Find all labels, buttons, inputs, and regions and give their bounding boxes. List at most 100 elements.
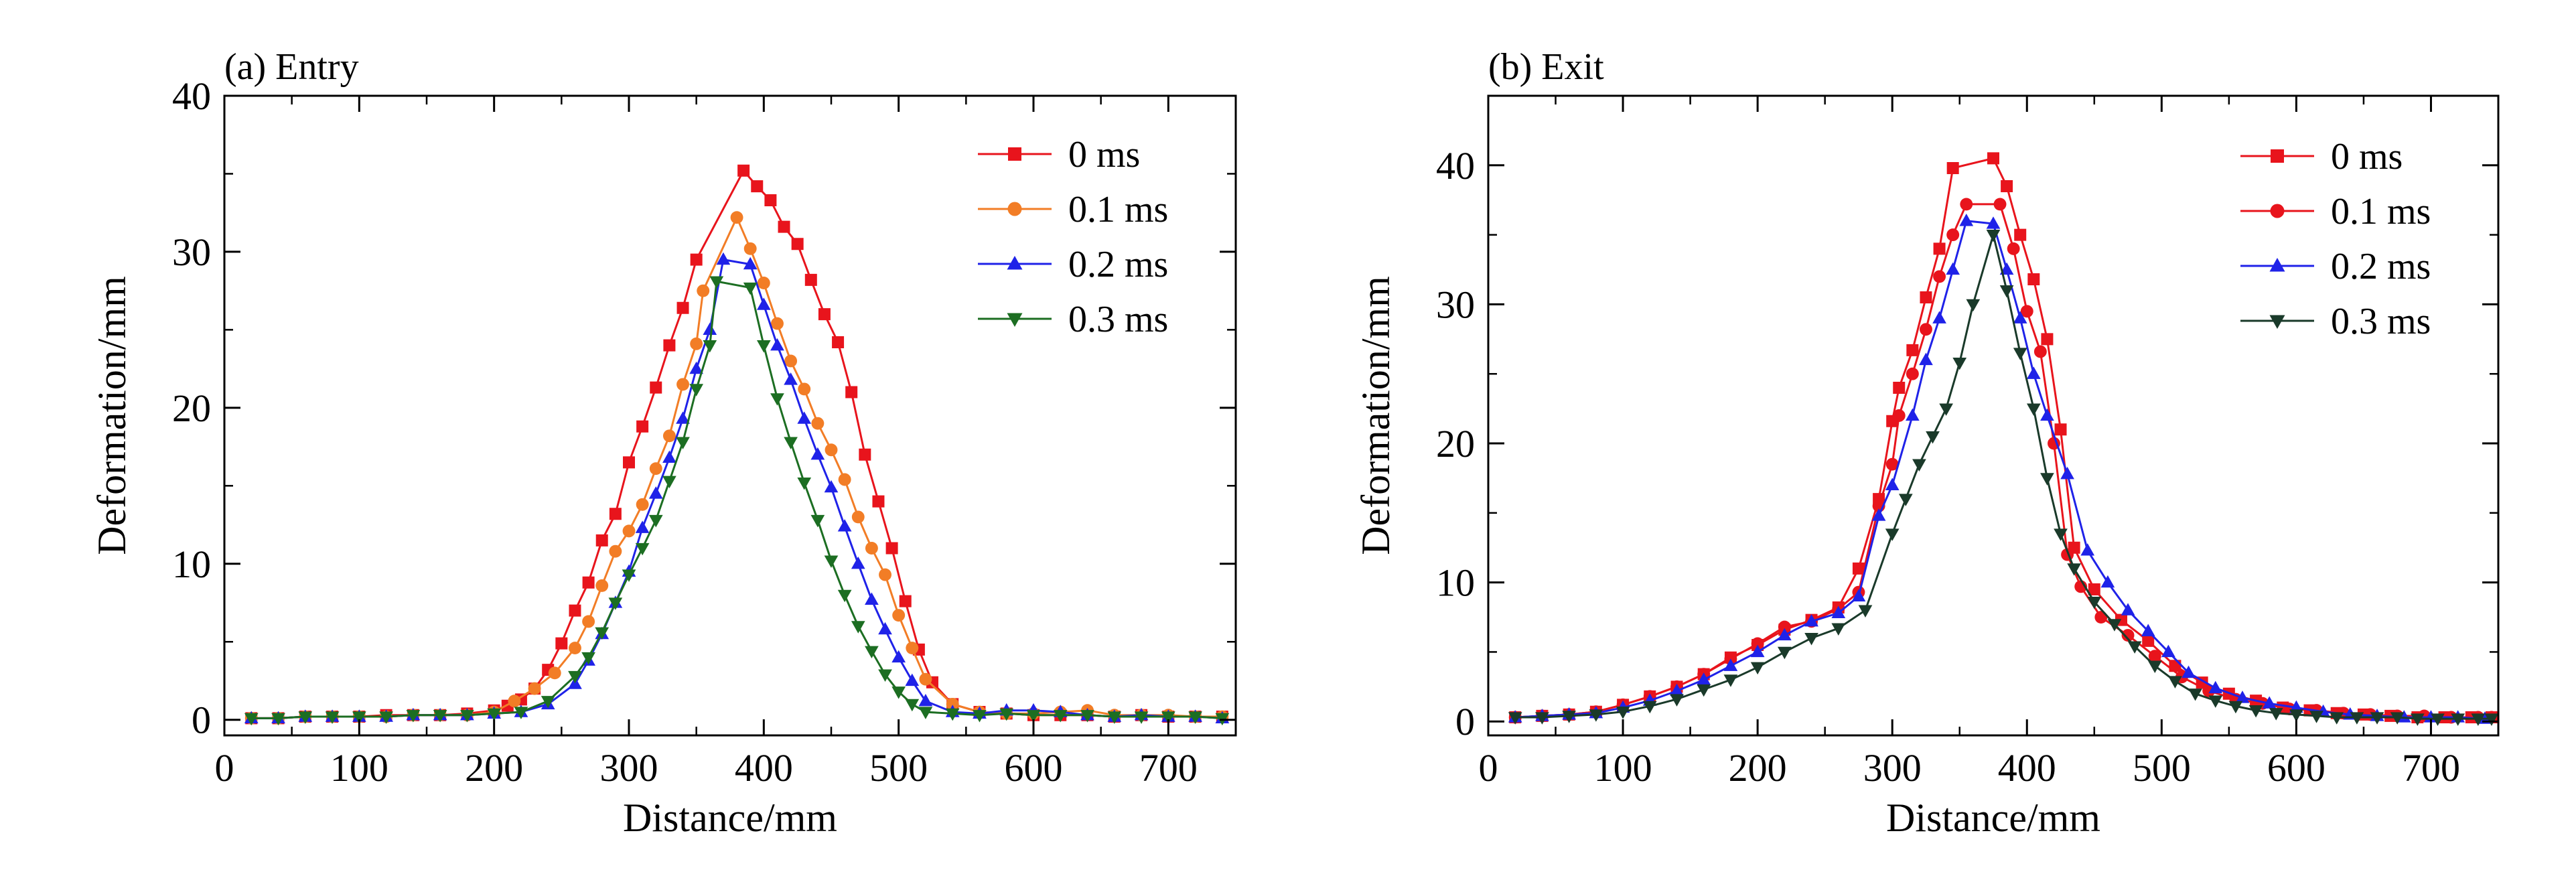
data-point (703, 322, 717, 336)
data-point (2235, 691, 2250, 703)
data-point (528, 682, 541, 695)
data-point (352, 711, 366, 724)
legend-entry: 0.3 ms (2240, 301, 2431, 342)
data-point (2396, 710, 2411, 723)
data-point (784, 372, 798, 385)
data-point (663, 339, 676, 352)
data-point (1906, 367, 1919, 380)
data-point (1723, 674, 1738, 687)
data-point (622, 569, 636, 582)
data-point (2142, 634, 2155, 647)
panel-entry: (a) Entry 0 100 200 300 400 500 600 700 0 10 20 30 40… (90, 46, 1237, 840)
data-point (851, 556, 865, 569)
legend-label: 0.3 ms (1068, 299, 1168, 340)
panel-title: (a) Entry (224, 46, 359, 88)
data-point (1960, 198, 1973, 211)
data-point (879, 568, 891, 581)
series-line (1515, 220, 2485, 720)
data-point (2161, 644, 2175, 658)
data-point (1933, 270, 1946, 283)
x-tick-label: 400 (735, 746, 793, 790)
data-point (891, 650, 906, 663)
data-point (1999, 262, 2014, 275)
x-tick-label: 100 (1594, 746, 1652, 790)
data-point (1616, 707, 1630, 719)
data-point (810, 514, 825, 528)
x-tick-label: 0 (1479, 746, 1498, 790)
data-point (810, 447, 825, 460)
data-point (824, 555, 839, 568)
legend-swatch-marker (1007, 313, 1023, 327)
data-point (1919, 352, 1933, 366)
data-point (1892, 409, 1906, 422)
data-point (581, 652, 595, 665)
data-point (1926, 431, 1940, 444)
data-point (2148, 650, 2161, 663)
data-point (2020, 305, 2033, 318)
data-point (569, 642, 581, 655)
data-point (1723, 658, 1738, 671)
y-tick-label: 0 (1455, 700, 1475, 743)
data-point (2141, 624, 2155, 636)
series-0.2-ms (1508, 214, 2492, 724)
x-tick-label: 300 (1863, 746, 1922, 790)
data-point (2033, 345, 2047, 358)
data-point (648, 486, 663, 499)
data-point (2026, 366, 2041, 379)
data-point (2001, 179, 2013, 192)
data-point (797, 411, 812, 424)
legend-swatch-marker (2271, 149, 2284, 163)
data-point (2431, 713, 2445, 726)
data-point (778, 220, 790, 233)
data-point (743, 242, 757, 255)
data-point (2067, 563, 2081, 576)
data-point (905, 699, 920, 712)
data-point (460, 710, 474, 723)
series-0.1-ms (244, 211, 1229, 725)
data-point (2121, 629, 2135, 642)
data-point (1939, 403, 1953, 416)
data-point (676, 301, 689, 314)
data-point (1893, 381, 1906, 394)
data-point (1535, 712, 1549, 725)
data-point (2188, 688, 2202, 701)
data-point (824, 480, 839, 493)
data-point (797, 478, 812, 490)
data-point (406, 710, 421, 723)
plot-frame (223, 94, 1237, 737)
data-point (716, 252, 731, 265)
data-point (784, 354, 798, 368)
data-point (973, 710, 987, 723)
data-point (756, 340, 771, 353)
y-tick-label: 0 (192, 699, 211, 742)
data-point (1920, 291, 1932, 304)
data-point (2309, 711, 2323, 723)
data-point (623, 456, 635, 469)
legend-label: 0.2 ms (1068, 244, 1168, 285)
data-point (568, 670, 582, 684)
data-point (756, 297, 771, 310)
data-point (1932, 311, 1946, 323)
data-point (649, 462, 662, 476)
data-point (771, 317, 784, 330)
data-point (1952, 357, 1967, 370)
data-point (918, 693, 933, 707)
data-point (2041, 333, 2054, 346)
data-point (2014, 228, 2027, 241)
data-point (689, 361, 704, 374)
data-point (662, 450, 676, 463)
data-point (865, 542, 878, 555)
data-point (690, 253, 703, 266)
data-point (2208, 680, 2223, 694)
data-point (905, 673, 920, 686)
data-point (1906, 408, 1920, 421)
data-point (595, 579, 609, 592)
plot-area (244, 164, 1230, 726)
data-point (2451, 713, 2465, 726)
data-point (2040, 408, 2054, 421)
data-point (1906, 344, 1919, 356)
data-point (851, 621, 865, 634)
data-point (730, 211, 743, 224)
data-point (271, 713, 285, 726)
data-point (2087, 597, 2102, 609)
